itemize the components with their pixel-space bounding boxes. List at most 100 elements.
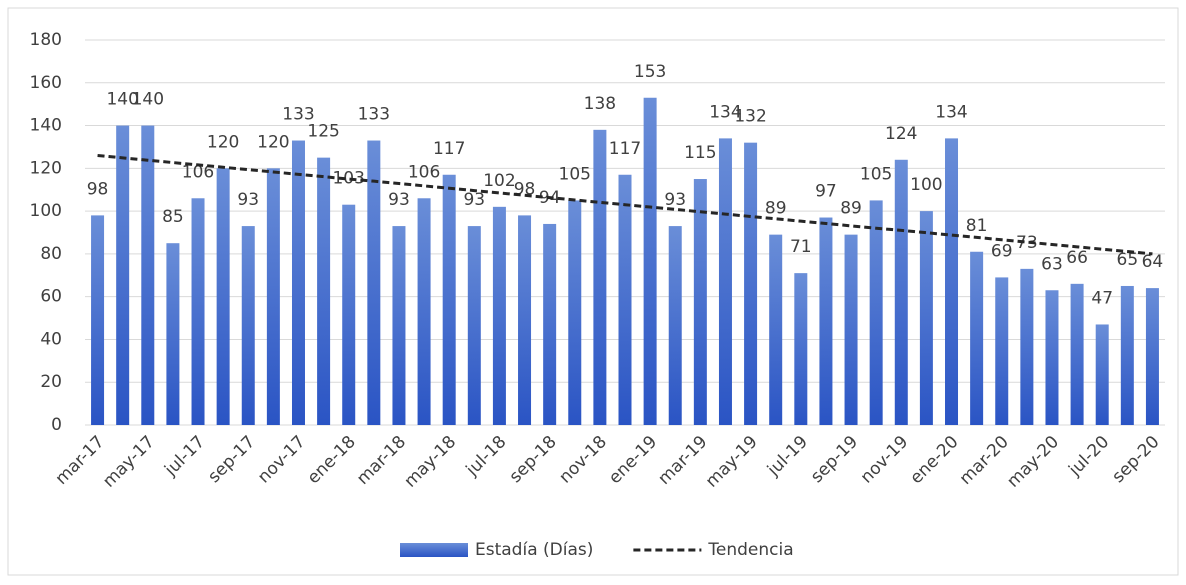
- y-tick-label: 100: [30, 201, 62, 221]
- data-label: 98: [514, 179, 536, 199]
- data-label: 85: [162, 207, 184, 227]
- data-label: 140: [106, 90, 138, 110]
- bar: [568, 200, 582, 425]
- data-label: 138: [584, 94, 616, 114]
- bar: [794, 273, 808, 425]
- bar: [367, 140, 381, 425]
- data-label: 133: [358, 105, 390, 125]
- y-tick-label: 40: [40, 329, 62, 349]
- legend-label: Estadía (Días): [475, 540, 593, 560]
- data-label: 93: [664, 190, 686, 210]
- data-label: 69: [991, 241, 1013, 261]
- bar: [1145, 288, 1159, 425]
- bar: [894, 159, 908, 425]
- bar: [869, 200, 883, 425]
- data-label: 133: [282, 105, 314, 125]
- data-label: 153: [634, 62, 666, 82]
- bar: [1020, 268, 1034, 425]
- bar: [141, 125, 155, 426]
- data-label: 93: [237, 190, 259, 210]
- bar: [467, 226, 481, 425]
- bar: [970, 251, 984, 425]
- bar: [266, 168, 280, 426]
- data-label: 93: [388, 190, 410, 210]
- y-tick-label: 20: [40, 372, 62, 392]
- data-label: 102: [483, 171, 515, 191]
- bar: [442, 174, 456, 425]
- data-label: 120: [257, 132, 289, 152]
- bar: [1120, 285, 1134, 425]
- bar: [819, 217, 833, 425]
- bar: [844, 234, 858, 425]
- data-label: 71: [790, 237, 812, 257]
- data-label: 89: [840, 199, 862, 219]
- bar: [216, 168, 230, 426]
- legend-label: Tendencia: [707, 540, 793, 560]
- bar: [744, 142, 758, 425]
- data-label: 125: [307, 122, 339, 142]
- legend-swatch: [400, 543, 468, 557]
- bar: [291, 140, 305, 425]
- data-label: 124: [885, 124, 917, 144]
- bar: [1070, 283, 1084, 425]
- bar: [1045, 290, 1059, 425]
- bar: [342, 204, 356, 425]
- bar: [492, 206, 506, 425]
- y-tick-label: 80: [40, 244, 62, 264]
- data-label: 98: [87, 179, 109, 199]
- y-tick-label: 60: [40, 287, 62, 307]
- bar: [417, 198, 431, 425]
- data-label: 105: [559, 164, 591, 184]
- bar: [593, 129, 607, 426]
- data-label: 93: [463, 190, 485, 210]
- data-label: 134: [935, 102, 967, 122]
- data-label: 140: [132, 90, 164, 110]
- bar: [693, 179, 707, 425]
- bar: [618, 174, 632, 425]
- bar: [543, 223, 557, 425]
- data-label: 63: [1041, 254, 1063, 274]
- data-label: 89: [765, 199, 787, 219]
- trend-line: [97, 154, 1153, 256]
- bar: [518, 215, 532, 425]
- bar: [166, 243, 180, 425]
- bar: [1095, 324, 1109, 425]
- data-label: 120: [207, 132, 239, 152]
- bar: [995, 277, 1009, 425]
- bar: [668, 226, 682, 425]
- data-label: 117: [433, 139, 465, 159]
- y-tick-label: 180: [30, 30, 62, 50]
- data-label: 66: [1066, 248, 1088, 268]
- bar: [718, 138, 732, 425]
- data-label: 106: [182, 162, 214, 182]
- data-label: 105: [860, 164, 892, 184]
- bar: [241, 226, 255, 425]
- data-label: 106: [408, 162, 440, 182]
- bar: [945, 138, 959, 425]
- data-label: 97: [815, 182, 837, 202]
- y-tick-label: 140: [30, 116, 62, 136]
- bar: [769, 234, 783, 425]
- bar: [392, 226, 406, 425]
- bar: [116, 125, 130, 426]
- y-tick-label: 0: [51, 415, 62, 435]
- data-label: 64: [1142, 252, 1164, 272]
- data-label: 115: [684, 143, 716, 163]
- data-label: 73: [1016, 233, 1038, 253]
- data-label: 117: [609, 139, 641, 159]
- y-tick-label: 160: [30, 73, 62, 93]
- data-label: 47: [1091, 288, 1113, 308]
- bar: [91, 215, 105, 425]
- data-label: 100: [910, 175, 942, 195]
- bar: [317, 157, 331, 425]
- data-label: 65: [1117, 250, 1139, 270]
- bar: [643, 97, 657, 425]
- data-label: 132: [734, 107, 766, 127]
- data-label: 81: [966, 216, 988, 236]
- bar: [191, 198, 205, 425]
- bar: [919, 211, 933, 425]
- data-label: 103: [332, 169, 364, 189]
- data-label: 134: [709, 102, 741, 122]
- y-tick-label: 120: [30, 158, 62, 178]
